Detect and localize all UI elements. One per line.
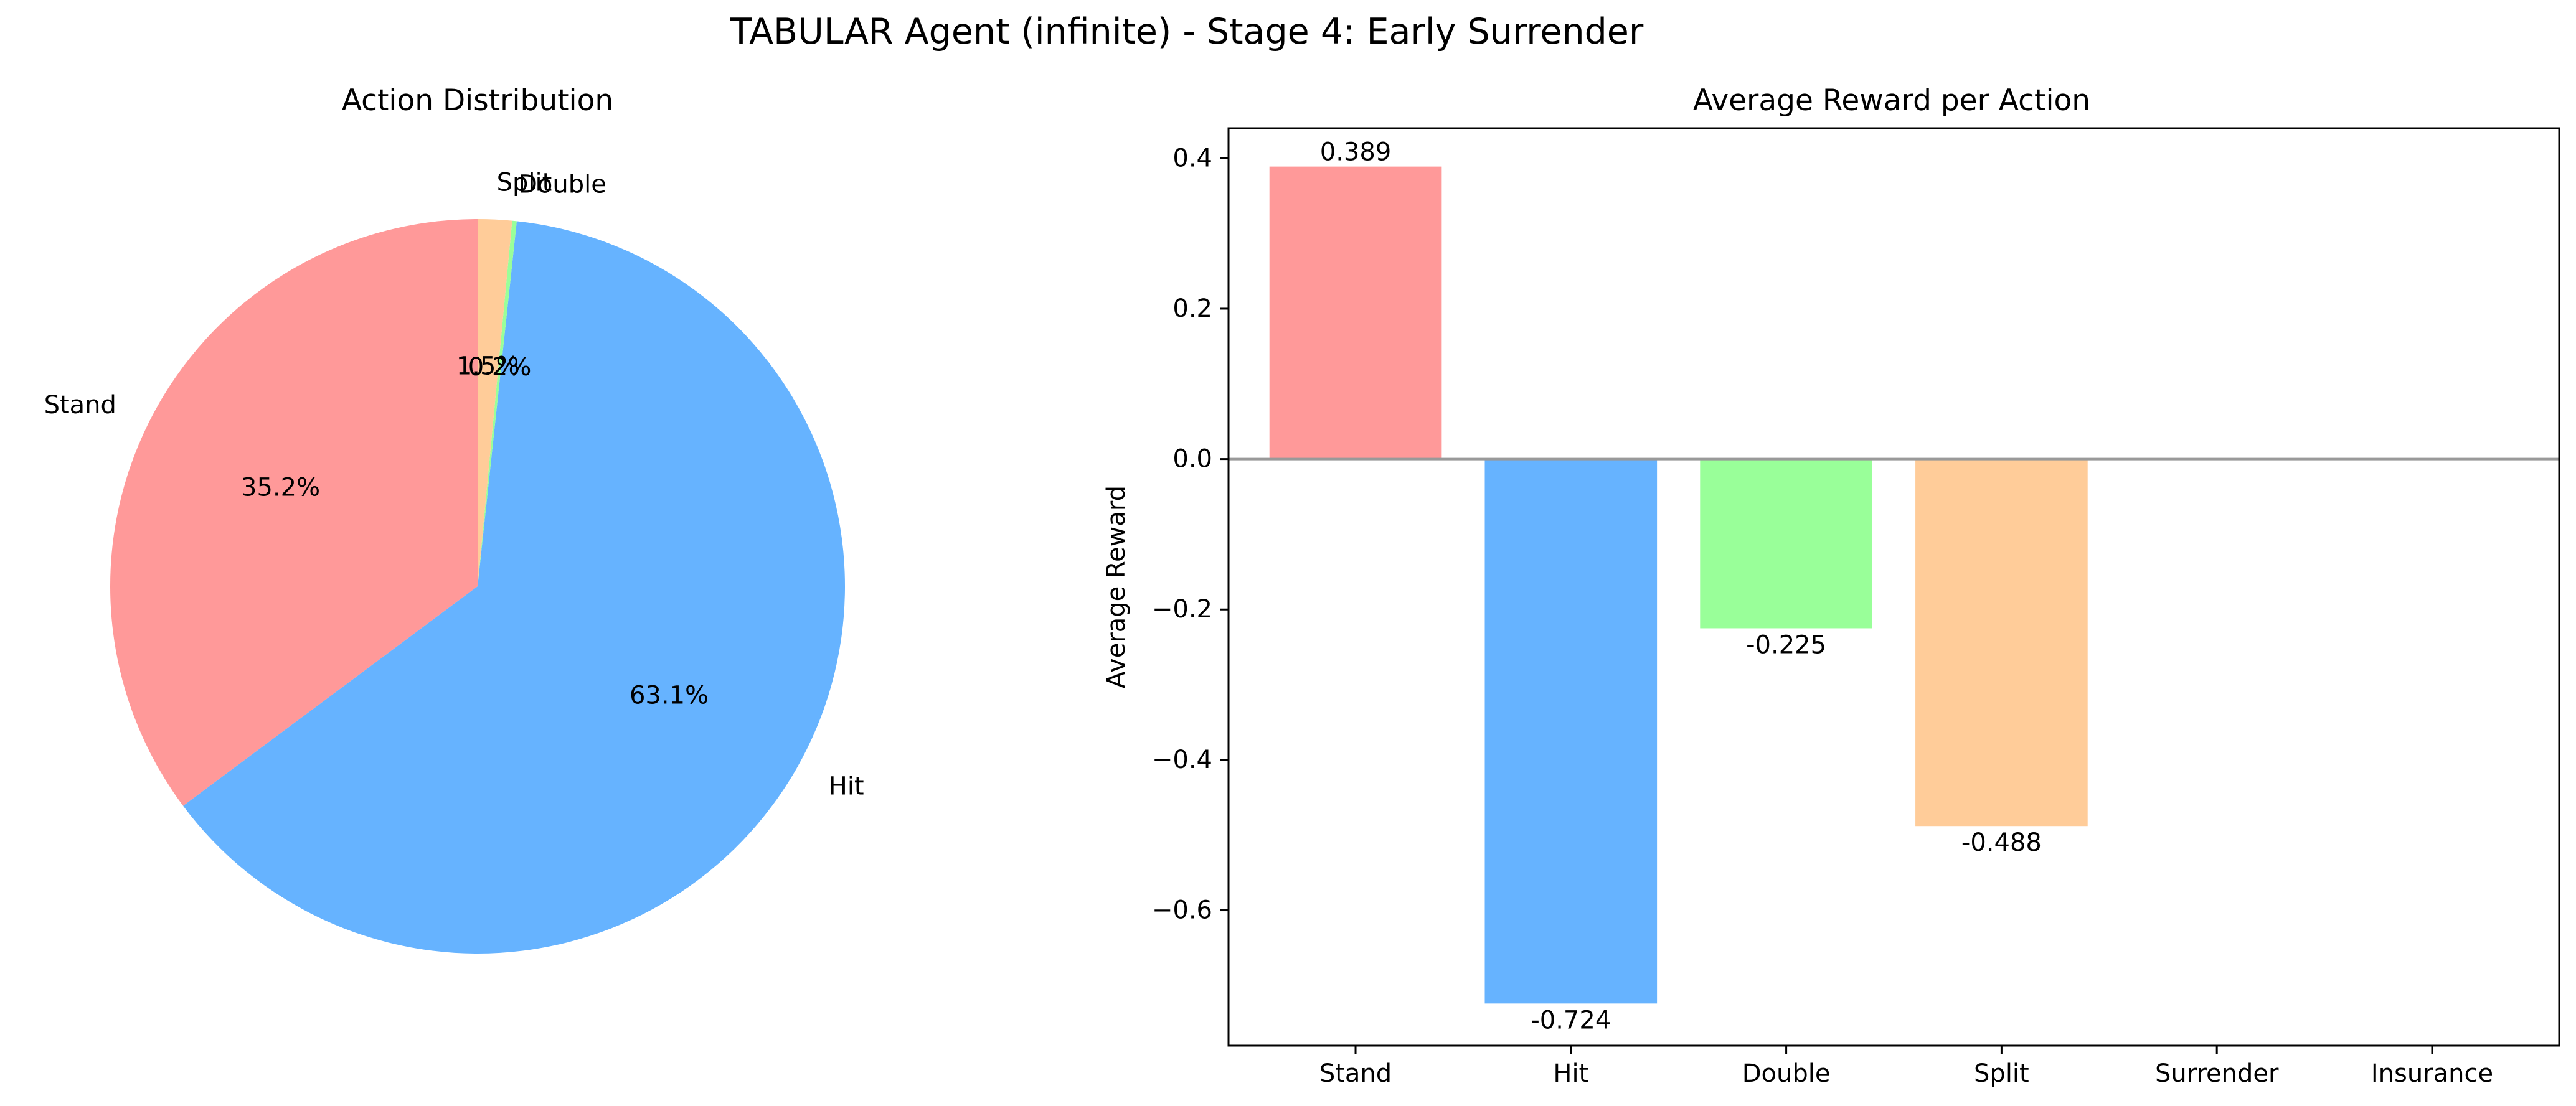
bar-value-label-split: -0.488 <box>1961 828 2042 857</box>
x-tick-label-stand: Stand <box>1319 1059 1392 1088</box>
plot-frame <box>1227 127 2560 1047</box>
pie-pct-split: 1.5% <box>456 352 520 380</box>
pie-labels: Stand 35.2% Hit 63.1% Double 0.2% Split 1.5% <box>44 169 864 801</box>
y-tick-label: −0.6 <box>1152 896 1212 925</box>
bar-value-label-double: -0.225 <box>1746 630 1826 659</box>
pie-chart: Action Distribution Stand 35.2% Hit 63.1% Do… <box>44 83 864 954</box>
pie-label-split: Split <box>497 169 552 197</box>
y-tick-label: −0.2 <box>1152 595 1212 624</box>
pie-title: Action Distribution <box>342 83 613 118</box>
x-tick-label-insurance: Insurance <box>2371 1059 2493 1088</box>
bar-value-label-hit: -0.724 <box>1531 1006 1611 1034</box>
bar-value-label-stand: 0.389 <box>1320 138 1392 167</box>
y-tick-label: 0.2 <box>1172 294 1212 323</box>
bar-value-labels: 0.389 -0.724 -0.225 -0.488 <box>1320 138 2042 1035</box>
bar-bars <box>1269 166 2088 1004</box>
x-tick-label-double: Double <box>1742 1059 1831 1088</box>
bar-stand <box>1269 166 1442 459</box>
y-tick-label: 0.0 <box>1172 445 1212 474</box>
pie-pct-stand: 35.2% <box>241 473 320 502</box>
pie-label-hit: Hit <box>829 772 864 801</box>
pie-slice-split <box>478 219 512 586</box>
x-axis-ticks: Stand Hit Double Split Surrender Insurance <box>1319 1046 2493 1088</box>
y-tick-label: 0.4 <box>1172 144 1212 172</box>
bar-split <box>1915 459 2088 827</box>
figure-title: TABULAR Agent (infinite) - Stage 4: Earl… <box>730 11 1644 52</box>
x-tick-label-surrender: Surrender <box>2155 1059 2279 1088</box>
x-tick-label-split: Split <box>1974 1059 2029 1088</box>
bar-title: Average Reward per Action <box>1693 83 2090 118</box>
pie-slice-double <box>478 220 517 587</box>
x-tick-label-hit: Hit <box>1553 1059 1588 1088</box>
pie-slice-hit <box>183 221 846 954</box>
bar-double <box>1700 459 1872 629</box>
bar-chart: Average Reward per Action 0.4 0.2 0.0 −0.2 −… <box>1102 83 2560 1088</box>
y-axis-label: Average Reward <box>1102 485 1131 688</box>
y-tick-label: −0.4 <box>1152 746 1212 774</box>
pie-label-stand: Stand <box>44 391 116 419</box>
pie-pct-hit: 63.1% <box>630 681 709 710</box>
y-axis-ticks: 0.4 0.2 0.0 −0.2 −0.4 −0.6 <box>1152 144 1229 925</box>
pie-pct-double: 0.2% <box>468 353 532 382</box>
pie-slice-stand <box>110 219 478 806</box>
pie-label-double: Double <box>518 170 606 199</box>
pie-slices <box>110 219 846 954</box>
bar-hit <box>1484 459 1658 1004</box>
